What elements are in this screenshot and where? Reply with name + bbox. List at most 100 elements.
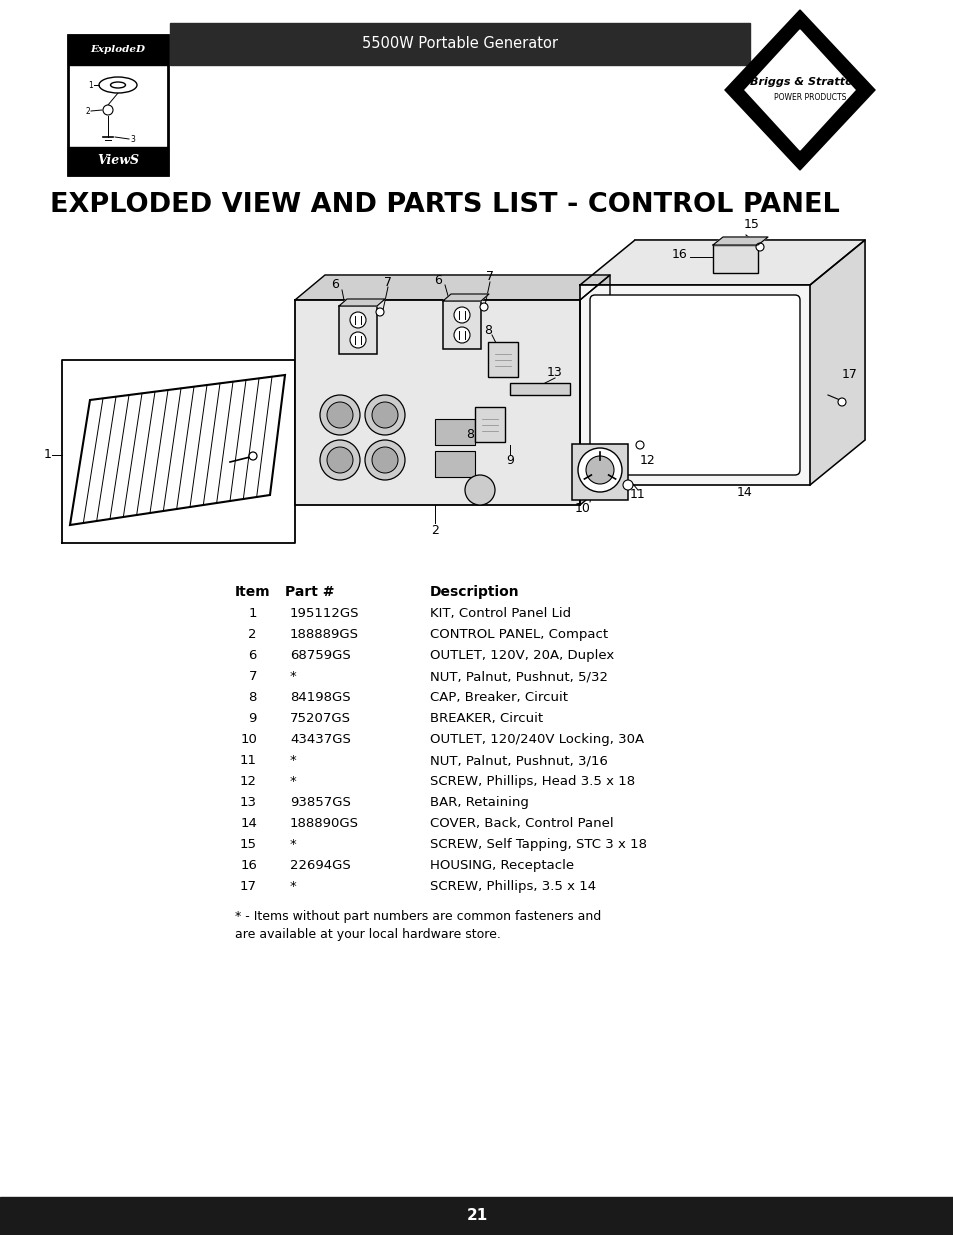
Text: CONTROL PANEL, Compact: CONTROL PANEL, Compact [430, 629, 607, 641]
Text: ExplodeD: ExplodeD [91, 46, 146, 54]
Text: 2: 2 [431, 524, 438, 536]
Ellipse shape [103, 105, 112, 115]
Text: 15: 15 [743, 219, 760, 231]
Text: 16: 16 [672, 248, 687, 262]
Text: COVER, Back, Control Panel: COVER, Back, Control Panel [430, 818, 613, 830]
Circle shape [578, 448, 621, 492]
Text: *: * [290, 776, 296, 788]
Text: 75207GS: 75207GS [290, 713, 351, 725]
Circle shape [454, 327, 470, 343]
Text: 8: 8 [249, 692, 256, 704]
Circle shape [837, 398, 845, 406]
Polygon shape [809, 240, 864, 485]
Text: 14: 14 [737, 487, 752, 499]
FancyBboxPatch shape [589, 295, 800, 475]
Polygon shape [338, 299, 385, 306]
Text: 9: 9 [505, 453, 514, 467]
Circle shape [319, 395, 359, 435]
Text: 9: 9 [249, 713, 256, 725]
Circle shape [372, 447, 397, 473]
Bar [68, 35, 168, 175]
Text: 11: 11 [630, 489, 645, 501]
Text: *: * [290, 671, 296, 683]
Text: SCREW, Phillips, 3.5 x 14: SCREW, Phillips, 3.5 x 14 [430, 881, 596, 893]
Text: 2: 2 [85, 106, 90, 116]
Text: 1: 1 [44, 448, 51, 462]
Text: 10: 10 [575, 503, 590, 515]
Circle shape [454, 308, 470, 324]
Bar [68, 147, 168, 175]
Text: OUTLET, 120V, 20A, Duplex: OUTLET, 120V, 20A, Duplex [430, 650, 614, 662]
Text: 2: 2 [248, 629, 256, 641]
Text: BAR, Retaining: BAR, Retaining [430, 797, 528, 809]
Text: Briggs & Stratton: Briggs & Stratton [749, 77, 860, 86]
Bar [435, 419, 475, 445]
Polygon shape [579, 240, 864, 285]
Text: OUTLET, 120/240V Locking, 30A: OUTLET, 120/240V Locking, 30A [430, 734, 643, 746]
Text: NUT, Palnut, Pushnut, 3/16: NUT, Palnut, Pushnut, 3/16 [430, 755, 607, 767]
Text: 15: 15 [240, 839, 256, 851]
Text: SCREW, Self Tapping, STC 3 x 18: SCREW, Self Tapping, STC 3 x 18 [430, 839, 646, 851]
Text: EXPLODED VIEW AND PARTS LIST - CONTROL PANEL: EXPLODED VIEW AND PARTS LIST - CONTROL P… [50, 191, 839, 219]
Bar [510, 383, 569, 395]
Text: 68759GS: 68759GS [290, 650, 351, 662]
Circle shape [622, 480, 633, 490]
Circle shape [585, 456, 614, 484]
Circle shape [350, 332, 366, 348]
Polygon shape [712, 237, 767, 245]
Bar [170, 23, 749, 65]
Bar [435, 451, 475, 477]
Text: 12: 12 [639, 453, 655, 467]
Text: CAP, Breaker, Circuit: CAP, Breaker, Circuit [430, 692, 567, 704]
Bar [68, 35, 168, 65]
Circle shape [350, 312, 366, 329]
Text: *: * [290, 881, 296, 893]
Text: 13: 13 [547, 367, 562, 379]
Text: 17: 17 [240, 881, 256, 893]
Bar [442, 301, 480, 350]
Text: 7: 7 [248, 671, 256, 683]
Text: HOUSING, Receptacle: HOUSING, Receptacle [430, 860, 574, 872]
Circle shape [327, 403, 353, 429]
Text: Part #: Part # [285, 585, 335, 599]
Polygon shape [724, 10, 874, 170]
Circle shape [375, 308, 384, 316]
Text: 43437GS: 43437GS [290, 734, 351, 746]
Text: NUT, Palnut, Pushnut, 5/32: NUT, Palnut, Pushnut, 5/32 [430, 671, 607, 683]
Text: 21: 21 [466, 1209, 487, 1224]
Text: ViewS: ViewS [97, 154, 139, 168]
Text: 14: 14 [240, 818, 256, 830]
Circle shape [365, 440, 405, 480]
Polygon shape [442, 294, 489, 301]
Text: 17: 17 [841, 368, 857, 382]
Circle shape [319, 440, 359, 480]
Circle shape [249, 452, 256, 459]
Polygon shape [744, 30, 854, 149]
Text: 84198GS: 84198GS [290, 692, 351, 704]
Polygon shape [294, 275, 609, 300]
Bar [579, 285, 809, 485]
Circle shape [755, 243, 763, 251]
Text: 6: 6 [434, 273, 441, 287]
Text: * - Items without part numbers are common fasteners and: * - Items without part numbers are commo… [234, 910, 600, 923]
Bar [488, 342, 517, 377]
Ellipse shape [111, 82, 126, 88]
Circle shape [479, 303, 488, 311]
Text: ™: ™ [856, 75, 862, 82]
Bar [0, 1197, 953, 1235]
Circle shape [372, 403, 397, 429]
Bar [712, 245, 758, 273]
Text: 3: 3 [130, 135, 134, 143]
Polygon shape [70, 375, 285, 525]
Text: 6: 6 [331, 279, 338, 291]
Text: POWER PRODUCTS: POWER PRODUCTS [773, 94, 845, 103]
Text: are available at your local hardware store.: are available at your local hardware sto… [234, 927, 500, 941]
Bar [572, 445, 627, 500]
Text: 93857GS: 93857GS [290, 797, 351, 809]
Text: 6: 6 [249, 650, 256, 662]
Bar [338, 306, 376, 354]
Text: 195112GS: 195112GS [290, 606, 359, 620]
Text: Description: Description [430, 585, 519, 599]
Circle shape [464, 475, 495, 505]
Text: 13: 13 [240, 797, 256, 809]
